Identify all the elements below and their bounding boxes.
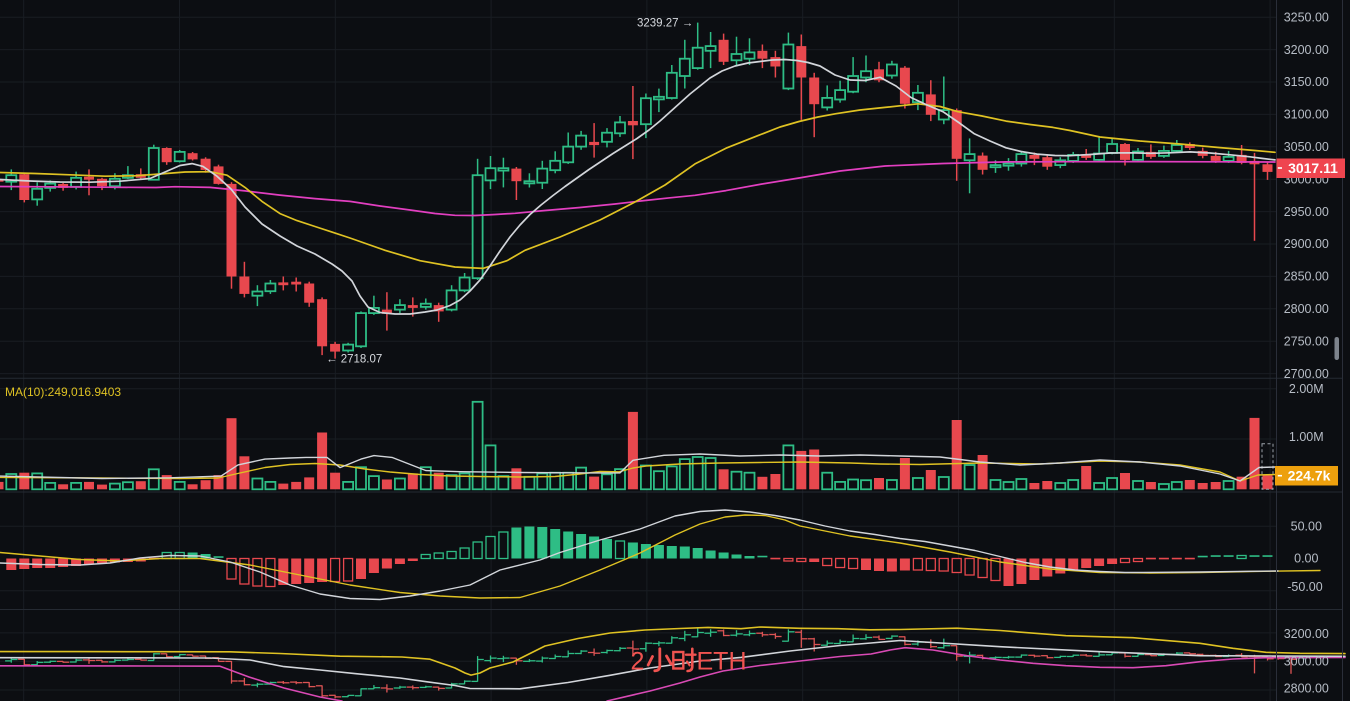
svg-text:224.7k: 224.7k: [1288, 467, 1331, 483]
svg-text:0.00: 0.00: [1294, 552, 1318, 566]
svg-text:2: 2: [631, 648, 645, 676]
svg-text:3200.00: 3200.00: [1284, 627, 1329, 641]
svg-text:2850.00: 2850.00: [1284, 270, 1329, 284]
svg-text:2800.00: 2800.00: [1284, 682, 1329, 696]
svg-text:← 2718.07: ← 2718.07: [326, 354, 382, 366]
svg-text:2800.00: 2800.00: [1284, 302, 1329, 316]
svg-text:3200.00: 3200.00: [1284, 43, 1329, 57]
svg-text:3250.00: 3250.00: [1284, 10, 1329, 24]
svg-text:3017.11: 3017.11: [1288, 160, 1338, 176]
svg-text:2900.00: 2900.00: [1284, 237, 1329, 251]
svg-text:MA(10):249,016.9403: MA(10):249,016.9403: [5, 385, 121, 399]
svg-text:3239.27 →: 3239.27 →: [637, 18, 693, 30]
svg-text:3100.00: 3100.00: [1284, 108, 1329, 122]
svg-text:3050.00: 3050.00: [1284, 140, 1329, 154]
svg-text:ETH: ETH: [697, 648, 747, 676]
svg-text:50.00: 50.00: [1291, 520, 1322, 534]
svg-text:2.00M: 2.00M: [1289, 382, 1324, 396]
svg-text:2700.00: 2700.00: [1284, 367, 1329, 381]
svg-text:2750.00: 2750.00: [1284, 334, 1329, 348]
svg-text:1.00M: 1.00M: [1289, 430, 1324, 444]
svg-text:-50.00: -50.00: [1287, 580, 1322, 594]
svg-text:3000.00: 3000.00: [1284, 655, 1329, 669]
svg-text:2950.00: 2950.00: [1284, 205, 1329, 219]
svg-text:3150.00: 3150.00: [1284, 75, 1329, 89]
